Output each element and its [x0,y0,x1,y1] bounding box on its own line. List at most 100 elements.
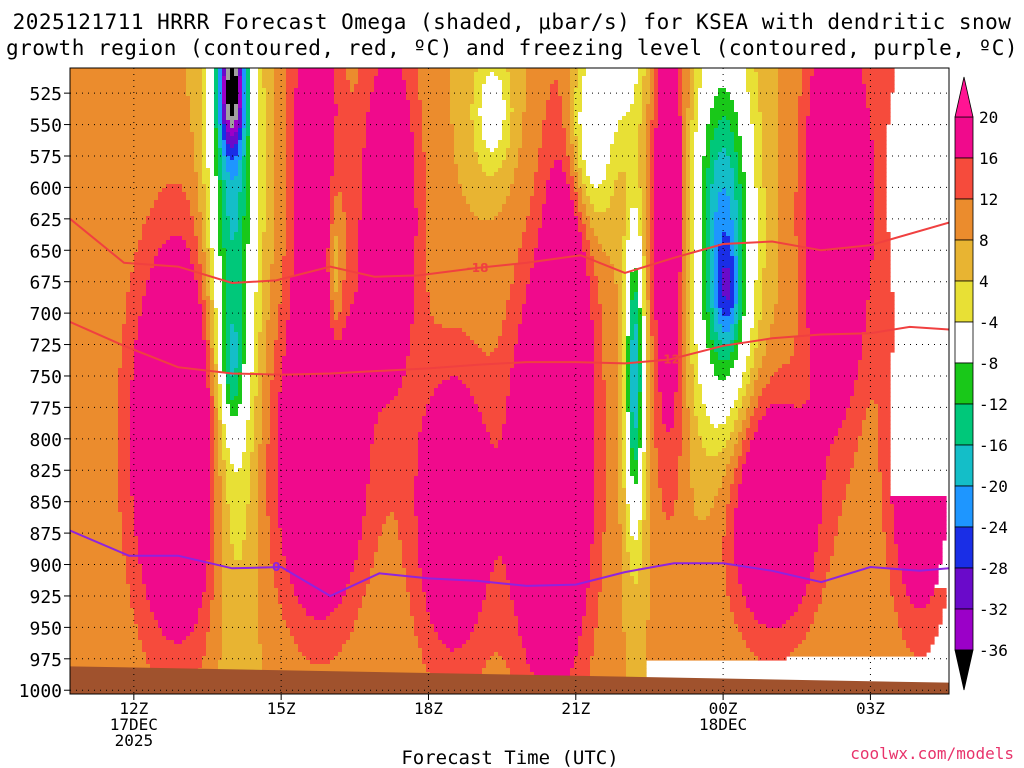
omega-cell [258,364,267,369]
omega-cell [422,128,455,133]
omega-cell [242,376,251,381]
omega-cell [686,160,691,165]
omega-cell [270,428,279,433]
omega-cell [702,284,707,289]
omega-cell [742,288,747,293]
omega-cell [210,196,219,201]
omega-cell [694,236,703,241]
omega-cell [574,124,583,129]
omega-cell [450,84,475,89]
omega-cell [226,316,243,321]
omega-cell [642,428,647,433]
omega-cell [678,312,683,317]
omega-cell [730,340,735,345]
omega-cell [362,168,415,173]
omega-cell [274,80,287,85]
omega-cell [246,100,251,105]
omega-cell [358,68,379,73]
omega-cell [686,196,691,201]
omega-cell [450,116,471,121]
omega-cell [238,384,243,389]
omega-cell [778,176,799,181]
omega-cell [650,284,655,289]
omega-cell [742,372,751,377]
omega-cell [502,436,595,441]
omega-cell [650,184,655,189]
omega-cell [338,236,347,241]
omega-cell [646,388,651,393]
omega-cell [698,124,707,129]
omega-cell [278,456,371,461]
omega-cell [226,292,243,297]
omega-cell [806,176,875,181]
omega-cell [70,432,119,437]
omega-cell [210,336,215,341]
omega-cell [274,220,287,225]
omega-cell [682,116,687,121]
omega-cell [130,436,211,441]
omega-cell [842,420,863,425]
omega-cell [70,200,155,205]
omega-cell [382,408,427,413]
omega-cell [258,72,263,77]
omega-cell [330,180,363,185]
omega-cell [294,212,331,217]
omega-cell [806,160,875,165]
omega-cell [746,432,755,437]
omega-cell [682,388,687,393]
omega-cell [354,88,375,93]
omega-cell [622,412,627,417]
omega-cell [762,280,779,285]
omega-cell [522,236,539,241]
omega-cell [510,284,527,289]
omega-cell [718,352,731,357]
omega-cell [598,240,623,245]
omega-cell [274,96,287,101]
omega-cell [494,172,515,177]
omega-cell [630,348,639,353]
omega-cell [222,352,227,357]
omega-cell [258,168,267,173]
omega-cell [502,80,511,85]
omega-cell [586,188,615,193]
omega-cell [270,388,283,393]
omega-cell [146,284,199,289]
omega-cell [686,288,691,293]
omega-cell [70,252,135,257]
omega-cell [258,76,263,81]
omega-cell [690,324,695,329]
omega-cell [266,108,275,113]
omega-cell [646,408,651,413]
omega-cell [258,220,267,225]
omega-cell [582,96,635,101]
omega-cell [778,92,803,97]
omega-cell [650,408,655,413]
omega-cell [246,260,259,265]
omega-cell [542,132,567,137]
omega-cell [758,104,779,109]
omega-cell [334,312,339,317]
omega-cell [578,152,583,157]
omega-cell [266,340,275,345]
omega-cell [366,112,411,117]
omega-cell [806,236,875,241]
omega-cell [286,120,295,125]
omega-cell [714,292,719,297]
omega-cell [266,364,275,369]
omega-cell [334,248,339,253]
omega-cell [222,132,227,137]
omega-cell [258,272,263,277]
omega-cell [142,232,195,237]
omega-cell [654,372,659,377]
omega-cell [510,296,527,301]
omega-cell [594,348,603,353]
omega-cell [582,156,611,161]
omega-cell [238,336,243,341]
omega-cell [202,88,207,93]
omega-cell [330,288,335,293]
omega-cell [650,420,655,425]
omega-cell [754,356,763,361]
omega-cell [714,348,735,353]
omega-cell [794,204,807,209]
omega-cell [878,448,891,453]
